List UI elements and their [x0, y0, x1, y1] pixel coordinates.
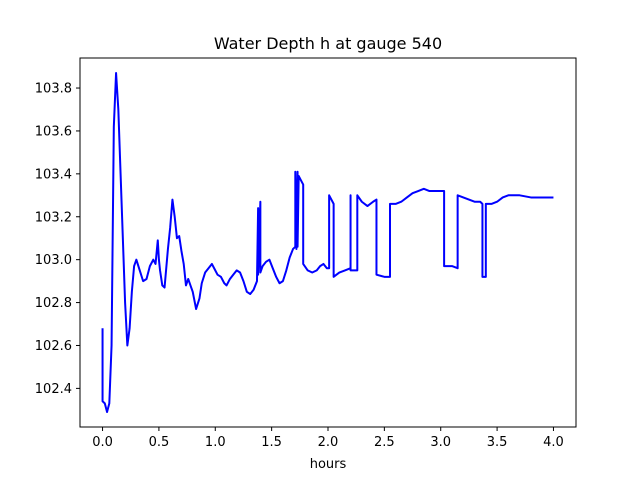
y-tick-label: 102.6 — [35, 339, 72, 354]
y-tick-label: 103.4 — [35, 167, 72, 182]
x-axis-ticks: 0.0 0.5 1.0 1.5 2.0 2.5 3.0 3.5 4.0 — [92, 427, 564, 450]
y-tick-label: 102.8 — [35, 296, 72, 311]
y-axis-ticks: 102.4 102.6 102.8 103.0 103.2 103.4 103.6 103.8 — [35, 82, 80, 397]
x-tick-label: 1.5 — [261, 435, 282, 450]
x-tick-label: 0.0 — [92, 435, 113, 450]
plot-area — [79, 57, 577, 428]
x-tick-label: 3.0 — [430, 435, 451, 450]
y-tick-label: 103.6 — [35, 124, 72, 139]
x-tick-label: 2.5 — [374, 435, 395, 450]
x-tick-label: 1.0 — [205, 435, 226, 450]
y-tick-label: 103.8 — [35, 82, 72, 97]
x-tick-label: 0.5 — [149, 435, 170, 450]
x-tick-label: 2.0 — [318, 435, 339, 450]
y-tick-label: 103.2 — [35, 210, 72, 225]
y-tick-label: 102.4 — [35, 382, 72, 397]
plot-background — [80, 58, 576, 427]
series-line — [101, 72, 554, 413]
x-axis-label: hours — [310, 457, 347, 472]
chart-title: Water Depth h at gauge 540 — [214, 34, 442, 53]
x-tick-label: 3.5 — [487, 435, 508, 450]
x-tick-label: 4.0 — [543, 435, 564, 450]
y-tick-label: 103.0 — [35, 253, 72, 268]
